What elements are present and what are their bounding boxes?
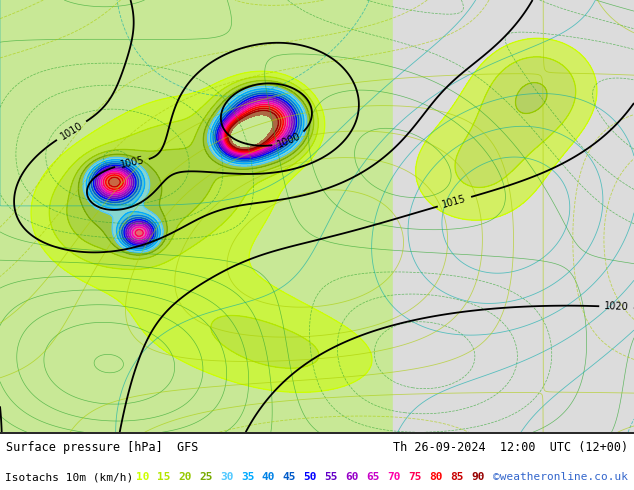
Text: 60: 60 xyxy=(346,472,359,482)
Text: 15: 15 xyxy=(157,472,171,482)
Text: 45: 45 xyxy=(283,472,296,482)
Text: Th 26-09-2024  12:00  UTC (12+00): Th 26-09-2024 12:00 UTC (12+00) xyxy=(392,441,628,454)
Text: 1005: 1005 xyxy=(119,155,145,170)
Text: 1000: 1000 xyxy=(276,131,302,150)
Text: 75: 75 xyxy=(408,472,422,482)
Text: 85: 85 xyxy=(450,472,463,482)
Text: 90: 90 xyxy=(471,472,484,482)
Text: 80: 80 xyxy=(429,472,443,482)
Text: 1020: 1020 xyxy=(604,301,629,313)
Text: 50: 50 xyxy=(304,472,317,482)
Text: 20: 20 xyxy=(178,472,191,482)
Text: 1015: 1015 xyxy=(441,194,468,210)
Text: Isotachs 10m (km/h): Isotachs 10m (km/h) xyxy=(5,472,133,482)
Text: ©weatheronline.co.uk: ©weatheronline.co.uk xyxy=(493,472,628,482)
Text: 10: 10 xyxy=(136,472,150,482)
Bar xyxy=(393,0,634,432)
Text: 65: 65 xyxy=(366,472,380,482)
Bar xyxy=(0,0,393,432)
Text: 70: 70 xyxy=(387,472,401,482)
Text: 35: 35 xyxy=(241,472,254,482)
Text: 30: 30 xyxy=(220,472,233,482)
Text: 40: 40 xyxy=(262,472,275,482)
Text: 55: 55 xyxy=(325,472,338,482)
Text: Surface pressure [hPa]  GFS: Surface pressure [hPa] GFS xyxy=(6,441,198,454)
Text: 1010: 1010 xyxy=(58,120,84,141)
Text: 25: 25 xyxy=(199,472,212,482)
